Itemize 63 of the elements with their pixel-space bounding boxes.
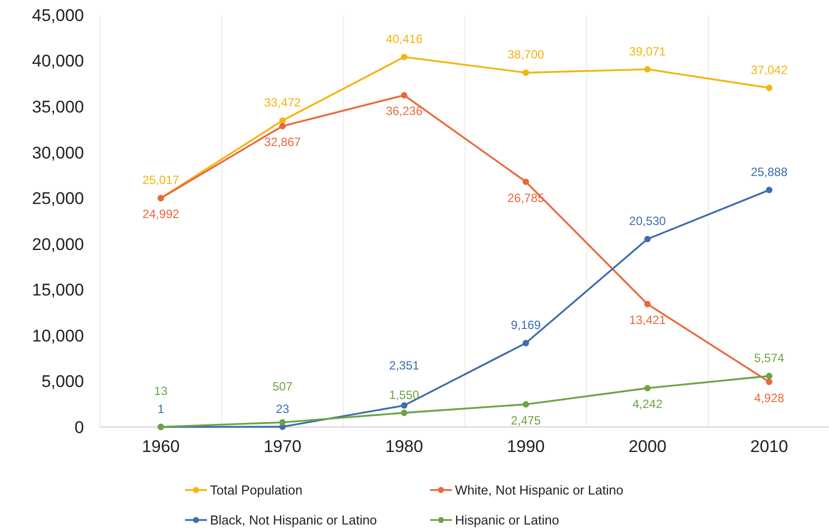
point — [766, 372, 772, 380]
point — [766, 186, 772, 194]
data-label: 20,530 — [629, 214, 666, 228]
y-tick-label: 35,000 — [32, 98, 84, 117]
data-label: 26,785 — [507, 190, 545, 205]
x-tick-label: 1990 — [506, 437, 545, 456]
point — [644, 66, 651, 72]
x-tick-label: 1980 — [385, 437, 424, 456]
data-label: 4,928 — [754, 390, 785, 405]
data-label: 25,888 — [750, 164, 788, 179]
data-label: 23 — [276, 402, 290, 416]
point — [522, 340, 530, 346]
point — [279, 117, 286, 124]
data-label: 13,421 — [629, 313, 666, 328]
y-tick-label: 25,000 — [32, 189, 84, 208]
point — [400, 410, 408, 416]
data-label: 9,169 — [510, 318, 542, 332]
data-label: 40,416 — [386, 32, 423, 46]
x-tick-label: 2000 — [628, 437, 666, 456]
point — [522, 69, 530, 76]
data-label: 1,550 — [389, 388, 420, 402]
y-tick-label: 30,000 — [32, 143, 84, 162]
point — [522, 178, 530, 185]
data-label: 4,242 — [632, 397, 663, 412]
data-label: 5,574 — [754, 350, 785, 365]
point — [766, 84, 772, 92]
data-label: 38,700 — [507, 48, 545, 62]
point — [522, 401, 530, 408]
data-label: 24,992 — [142, 207, 180, 222]
data-label: 1 — [157, 402, 164, 416]
data-label: 507 — [272, 379, 293, 394]
y-tick-label: 40,000 — [32, 52, 84, 71]
point — [644, 300, 651, 308]
point — [279, 419, 286, 426]
data-label: 2,475 — [510, 413, 542, 428]
point — [279, 122, 286, 130]
data-label: 2,351 — [389, 358, 420, 372]
y-tick-label: 5,000 — [41, 372, 84, 392]
data-label: 25,017 — [142, 172, 180, 187]
x-tick-label: 2010 — [750, 437, 788, 456]
point — [400, 402, 408, 409]
data-label: 36,236 — [386, 104, 423, 118]
point — [400, 92, 408, 98]
data-label: 13 — [154, 384, 168, 398]
point — [644, 384, 651, 392]
legend-label: Hispanic or Latino — [455, 512, 560, 528]
x-tick-label: 1970 — [264, 437, 302, 456]
data-label: 37,042 — [750, 62, 788, 77]
y-tick-label: 20,000 — [32, 234, 84, 254]
x-tick-label: 1960 — [142, 437, 180, 456]
y-tick-label: 45,000 — [32, 6, 84, 25]
point — [766, 378, 772, 386]
data-label: 32,867 — [264, 135, 302, 150]
point — [400, 54, 408, 60]
legend-label: Black, Not Hispanic or Latino — [210, 512, 377, 528]
y-tick-label: 10,000 — [32, 326, 84, 346]
data-label: 33,472 — [264, 96, 302, 110]
data-label: 39,071 — [629, 44, 666, 58]
legend-label: White, Not Hispanic or Latino — [455, 482, 624, 498]
legend-label: Total Population — [210, 482, 303, 498]
y-tick-label: 0 — [74, 418, 84, 437]
point — [644, 236, 651, 242]
y-tick-label: 15,000 — [32, 280, 84, 300]
